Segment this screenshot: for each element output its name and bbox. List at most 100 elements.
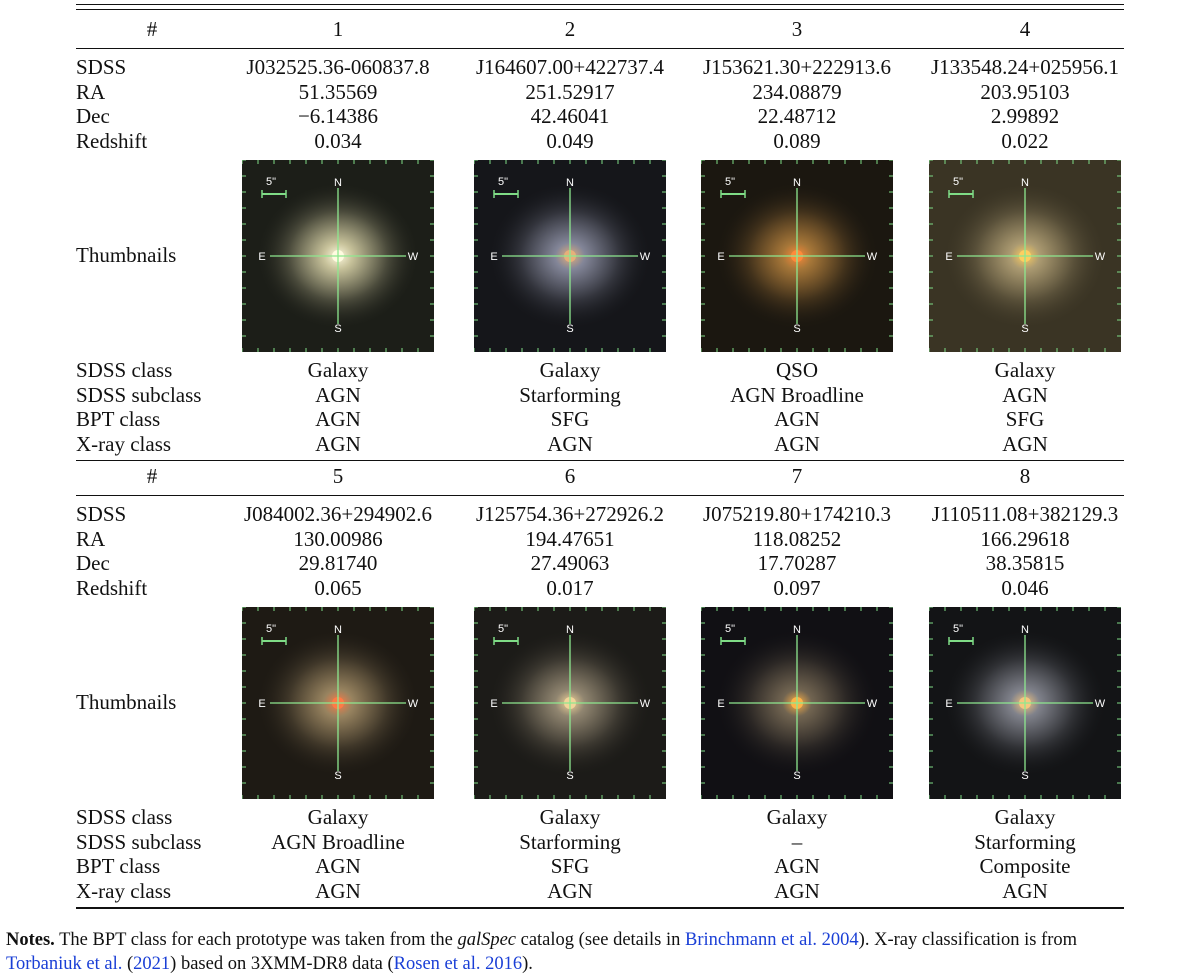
table-row: SDSS class Galaxy Galaxy QSO Galaxy [76, 358, 1124, 383]
north-label: N [1021, 624, 1029, 636]
row-label-sdss: SDSS [76, 55, 127, 79]
galaxy-thumbnail[interactable]: 5" N S E W [242, 160, 434, 352]
thumbnail-image: 5" N S E W [929, 607, 1121, 799]
galaxy-thumbnail[interactable]: 5" N S E W [929, 160, 1121, 352]
south-label: S [566, 770, 573, 782]
west-label: W [640, 698, 651, 710]
cell-bpt-class: AGN [315, 407, 361, 432]
thumbnail-image: 5" N S E W [474, 160, 666, 352]
table-row: X-ray class AGN AGN AGN AGN [76, 879, 1124, 904]
cell-ra: 234.08879 [752, 79, 842, 104]
notes-text: ) based on 3XMM-DR8 data ( [170, 954, 394, 974]
galaxy-thumbnail[interactable]: 5" N S E W [701, 160, 893, 352]
cell-ra: 118.08252 [752, 526, 842, 551]
cell-bpt-class: AGN [315, 854, 361, 879]
scale-label: 5" [725, 623, 735, 635]
object-number: 3 [791, 17, 803, 41]
top-rule-double [76, 9, 1124, 11]
reference-link[interactable]: Brinchmann et al. 2004 [685, 930, 859, 950]
south-label: S [566, 323, 573, 335]
reference-link[interactable]: Torbaniuk et al. [6, 954, 123, 974]
cell-sdss-subclass: AGN Broadline [271, 829, 405, 854]
bottom-rule [76, 908, 1124, 910]
reference-link[interactable]: 2021 [133, 954, 171, 974]
cell-bpt-class: SFG [550, 854, 590, 879]
table-row: Dec 29.81740 27.49063 17.70287 38.35815 [76, 551, 1124, 576]
scale-label: 5" [725, 176, 735, 188]
cell-xray-class: AGN [315, 879, 361, 904]
west-label: W [867, 251, 878, 263]
north-label: N [566, 177, 574, 189]
scale-label: 5" [266, 176, 276, 188]
cell-bpt-class: AGN [774, 854, 820, 879]
cell-redshift: 0.046 [1001, 576, 1049, 601]
row-label-sdss-subclass: SDSS subclass [76, 829, 202, 854]
galaxy-thumbnail[interactable]: 5" N S E W [701, 607, 893, 799]
table-row: SDSS class Galaxy Galaxy Galaxy Galaxy [76, 805, 1124, 830]
east-label: E [490, 698, 497, 710]
cell-dec: −6.14386 [297, 104, 379, 129]
row-label-xray-class: X-ray class [76, 879, 172, 904]
table-row: BPT class AGN SFG AGN SFG [76, 407, 1124, 432]
object-number: 5 [332, 464, 344, 488]
table-row: RA 51.35569 251.52917 234.08879 203.95103 [76, 80, 1124, 105]
cell-redshift: 0.017 [546, 576, 594, 601]
cell-xray-class: AGN [547, 879, 593, 904]
row-label-redshift: Redshift [76, 576, 148, 601]
table-row: X-ray class AGN AGN AGN AGN [76, 432, 1124, 457]
row-label-sdss: SDSS [76, 502, 127, 526]
cell-sdss-class: Galaxy [766, 805, 828, 829]
cell-redshift: 0.097 [773, 576, 821, 601]
cell-dec: 22.48712 [757, 104, 837, 129]
header-row: #1 2 3 4 [76, 17, 1124, 42]
row-label-thumbnails: Thumbnails [76, 243, 177, 267]
north-label: N [793, 177, 801, 189]
cell-sdss-class: QSO [775, 358, 818, 382]
cell-ra: 251.52917 [525, 79, 615, 104]
cell-sdss-class: Galaxy [994, 358, 1056, 382]
header-rule [76, 495, 1124, 496]
cell-ra: 130.00986 [293, 526, 383, 551]
thumbnail-image: 5" N S E W [701, 160, 893, 352]
block-rule [76, 460, 1124, 461]
cell-sdss-class: Galaxy [539, 358, 601, 382]
reference-link[interactable]: Rosen et al. 2016 [393, 954, 523, 974]
cell-sdss: J153621.30+222913.6 [702, 55, 891, 79]
north-label: N [1021, 177, 1029, 189]
thumbnail-image: 5" N S E W [474, 607, 666, 799]
notes-text: ). X-ray classification is from [858, 930, 1078, 950]
east-label: E [717, 251, 724, 263]
object-number: 2 [564, 17, 576, 41]
south-label: S [1021, 323, 1028, 335]
galaxy-thumbnail[interactable]: 5" N S E W [929, 607, 1121, 799]
north-label: N [566, 624, 574, 636]
row-label-xray-class: X-ray class [76, 432, 172, 457]
notes-text: ). [522, 954, 533, 974]
west-label: W [408, 698, 419, 710]
east-label: E [945, 698, 952, 710]
galaxy-thumbnail[interactable]: 5" N S E W [474, 607, 666, 799]
south-label: S [334, 323, 341, 335]
cell-sdss-subclass: Starforming [519, 382, 621, 407]
cell-ra: 203.95103 [980, 79, 1070, 104]
table-notes: Notes. The BPT class for each prototype … [6, 928, 1196, 976]
cell-dec: 42.46041 [530, 104, 610, 129]
cell-redshift: 0.049 [546, 129, 594, 154]
cell-sdss-subclass: AGN [315, 382, 361, 407]
cell-sdss-class: Galaxy [539, 805, 601, 829]
galaxy-thumbnail[interactable]: 5" N S E W [242, 607, 434, 799]
east-label: E [945, 251, 952, 263]
cell-dec: 38.35815 [985, 551, 1065, 576]
scale-label: 5" [953, 176, 963, 188]
notes-text: The BPT class for each prototype was tak… [54, 930, 458, 950]
west-label: W [1095, 698, 1106, 710]
cell-sdss-subclass: Starforming [519, 829, 621, 854]
cell-sdss: J125754.36+272926.2 [475, 502, 664, 526]
cell-sdss: J084002.36+294902.6 [243, 502, 432, 526]
galaxy-thumbnail[interactable]: 5" N S E W [474, 160, 666, 352]
object-number: 1 [332, 17, 344, 41]
cell-sdss-subclass: Starforming [974, 829, 1076, 854]
east-label: E [258, 251, 265, 263]
notes-catalog: galSpec [457, 930, 516, 950]
